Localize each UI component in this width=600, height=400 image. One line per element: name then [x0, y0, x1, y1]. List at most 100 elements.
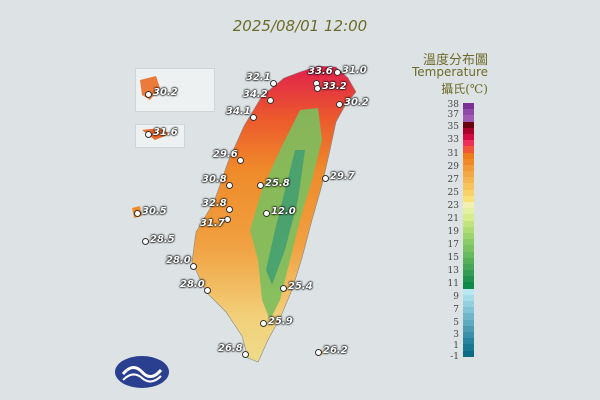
legend-unit: 攝氏(℃)	[441, 82, 488, 96]
scale-swatch	[463, 282, 474, 289]
kinmen-inset	[135, 124, 185, 148]
scale-swatch	[463, 226, 474, 233]
scale-label: 15	[447, 253, 459, 263]
station-marker	[336, 101, 343, 108]
scale-swatch	[463, 214, 474, 221]
scale-label: 33	[447, 135, 459, 145]
scale-label: 37	[447, 110, 459, 120]
station-temperature: 26.2	[323, 345, 348, 356]
station-marker	[242, 351, 249, 358]
station-temperature: 28.0	[166, 255, 191, 266]
cwa-logo	[115, 356, 169, 388]
scale-swatch	[463, 189, 474, 196]
scale-swatch	[463, 331, 474, 339]
station-marker	[270, 80, 277, 87]
station-temperature: 29.7	[330, 171, 355, 182]
temperature-color-scale	[463, 103, 474, 357]
station-temperature: 33.6	[308, 66, 333, 77]
scale-swatch	[463, 270, 474, 277]
scale-label: -1	[450, 352, 459, 362]
scale-swatch	[463, 232, 474, 240]
scale-label: 31	[447, 149, 459, 159]
scale-label: 3	[453, 330, 459, 340]
scale-label: 5	[453, 318, 459, 328]
scale-swatch	[463, 208, 474, 215]
station-marker	[267, 97, 274, 104]
scale-label: 13	[447, 266, 459, 276]
high-peaks	[266, 150, 305, 285]
station-temperature: 25.4	[288, 281, 313, 292]
station-marker	[260, 320, 267, 327]
station-temperature: 12.0	[271, 206, 296, 217]
station-marker	[237, 157, 244, 164]
station-marker	[280, 285, 287, 292]
scale-swatch	[463, 344, 474, 351]
scale-swatch	[463, 109, 474, 116]
station-marker	[142, 238, 149, 245]
station-marker	[315, 349, 322, 356]
station-temperature: 25.9	[268, 316, 293, 327]
scale-label: 25	[447, 188, 459, 198]
scale-swatch	[463, 115, 474, 122]
station-marker	[250, 114, 257, 121]
station-temperature: 32.8	[202, 198, 227, 209]
scale-label: 27	[447, 175, 459, 185]
station-temperature: 25.8	[265, 178, 290, 189]
scale-swatch	[463, 294, 474, 301]
station-temperature: 31.7	[200, 218, 225, 229]
scale-label: 19	[447, 227, 459, 237]
station-temperature: 29.6	[213, 149, 238, 160]
station-marker	[314, 85, 321, 92]
station-marker	[224, 216, 231, 223]
station-temperature: 34.1	[226, 106, 251, 117]
station-marker	[263, 210, 270, 217]
scale-swatch	[463, 202, 474, 209]
scale-swatch	[463, 307, 474, 314]
scale-label: 35	[447, 122, 459, 132]
scale-label: 9	[453, 292, 459, 302]
station-temperature: 31.6	[153, 127, 178, 138]
scale-label: 29	[447, 162, 459, 172]
scale-swatch	[463, 183, 474, 190]
scale-swatch	[463, 140, 474, 147]
legend-title-zh: 溫度分布圖	[422, 53, 488, 68]
scale-swatch	[463, 103, 474, 110]
scale-label: 38	[447, 100, 459, 110]
station-marker	[257, 182, 264, 189]
legend-title-en: Temperature	[411, 65, 488, 79]
scale-swatch	[463, 177, 474, 184]
station-temperature: 33.2	[322, 81, 347, 92]
station-temperature: 34.2	[243, 89, 268, 100]
station-marker	[145, 91, 152, 98]
scale-swatch	[463, 338, 474, 345]
station-temperature: 30.2	[344, 97, 369, 108]
scale-swatch	[463, 257, 474, 264]
scale-swatch	[463, 288, 474, 295]
station-marker	[204, 287, 211, 294]
scale-swatch	[463, 245, 474, 252]
station-temperature: 26.8	[218, 343, 243, 354]
scale-swatch	[463, 195, 474, 202]
station-temperature: 31.0	[342, 65, 367, 76]
scale-swatch	[463, 251, 474, 258]
station-marker	[322, 175, 329, 182]
station-temperature: 32.1	[246, 72, 271, 83]
scale-swatch	[463, 313, 474, 320]
scale-label: 23	[447, 201, 459, 211]
station-temperature: 30.5	[142, 206, 167, 217]
station-marker	[226, 206, 233, 213]
scale-swatch	[463, 276, 474, 283]
scale-swatch	[463, 220, 474, 227]
station-marker	[334, 69, 341, 76]
scale-swatch	[463, 171, 474, 178]
scale-swatch	[463, 325, 474, 332]
scale-label: 17	[447, 240, 459, 250]
station-temperature: 28.0	[180, 279, 205, 290]
scale-swatch	[463, 319, 474, 326]
scale-swatch	[463, 152, 474, 159]
map-timestamp: 2025/08/01 12:00	[232, 17, 368, 35]
scale-label: 7	[453, 305, 459, 315]
station-marker	[190, 263, 197, 270]
station-marker	[145, 131, 152, 138]
